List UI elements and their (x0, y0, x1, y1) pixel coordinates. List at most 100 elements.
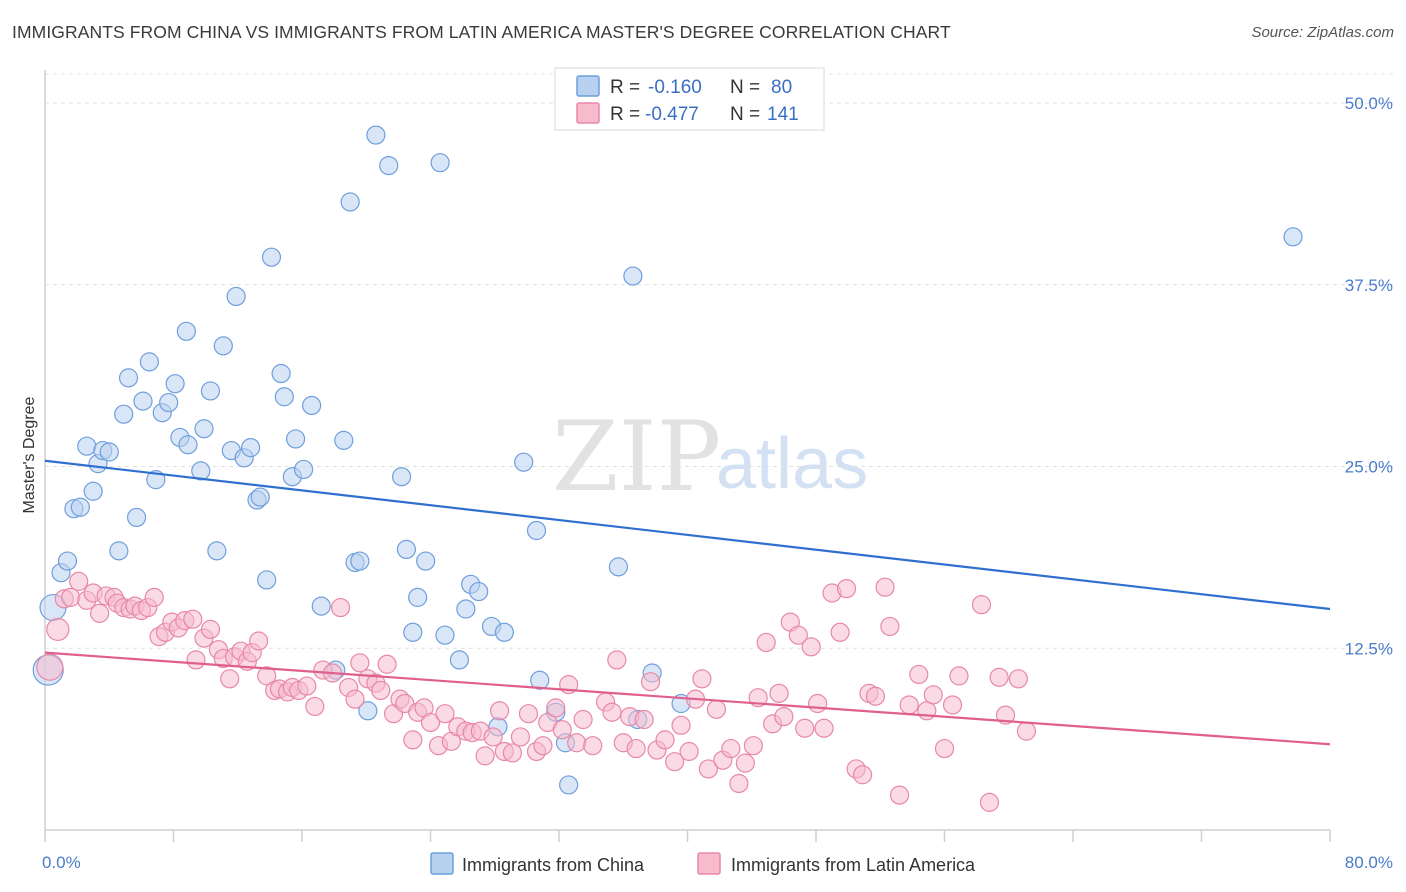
latam-point (330, 597, 351, 618)
china-point (200, 381, 221, 401)
trend-lines (44, 459, 1331, 746)
latam-point (774, 706, 794, 727)
china-point (83, 481, 103, 501)
china-point (530, 670, 550, 690)
latam-point (934, 738, 955, 759)
china-point (391, 467, 412, 487)
china-point (133, 391, 153, 411)
china-point (379, 155, 399, 176)
latam-point (1008, 669, 1028, 689)
legend-r-label-china: R = (610, 77, 640, 98)
watermark-zip: ZIP (552, 401, 721, 513)
china-point (250, 487, 270, 507)
latam-point (546, 698, 566, 718)
series-latam-points (36, 571, 1037, 812)
china-point (608, 557, 629, 577)
y-tick-labels: 12.5% 25.0% 37.5% 50.0% (1345, 94, 1393, 658)
china-point (1283, 227, 1303, 247)
latam-point (518, 704, 539, 724)
latam-point (875, 577, 895, 597)
latam-point (949, 666, 969, 686)
china-point (57, 551, 78, 571)
latam-point (769, 683, 789, 703)
latam-point (706, 699, 727, 719)
latam-point (923, 685, 943, 705)
china-point (559, 775, 579, 795)
latam-point (665, 752, 685, 772)
latam-point (502, 743, 523, 763)
latam-point (917, 701, 937, 721)
china-point (416, 551, 436, 571)
latam-point (483, 727, 503, 747)
china-point (194, 419, 214, 439)
latam-point (814, 718, 834, 738)
legend-swatch-china (576, 75, 600, 97)
y-tick-label: 37.5% (1345, 276, 1393, 295)
latam-point (795, 718, 815, 738)
latam-point (852, 765, 873, 785)
grid-layer (45, 73, 1395, 649)
latam-point (634, 709, 654, 730)
latam-point (567, 733, 587, 753)
latam-point (942, 695, 963, 715)
latam-point (220, 669, 240, 689)
legend-n-label-china: N = (730, 77, 760, 98)
latam-point (836, 579, 857, 599)
china-point (213, 336, 233, 356)
bottom-legend-label-latam: Immigrants from Latin America (731, 855, 976, 875)
china-point (302, 395, 322, 416)
china-point (118, 368, 139, 388)
latam-point (61, 587, 81, 607)
latam-point (420, 712, 441, 733)
legend-swatch-latam (576, 102, 600, 124)
latam-point (909, 664, 929, 685)
latam-point (583, 736, 603, 756)
latam-point (350, 653, 370, 673)
latam-point (144, 587, 164, 607)
bottom-legend-swatch-china (430, 852, 454, 875)
legend-r-value-china: -0.160 (648, 77, 702, 98)
latam-point (808, 693, 828, 714)
china-point (114, 404, 134, 424)
trend-line-latam (44, 651, 1331, 746)
china-point (261, 247, 282, 267)
china-point (514, 452, 534, 472)
latam-point (692, 669, 712, 689)
latam-point (46, 617, 70, 641)
china-point (396, 539, 417, 560)
chart-title: IMMIGRANTS FROM CHINA VS IMMIGRANTS FROM… (12, 22, 951, 42)
china-point (408, 587, 428, 607)
legend-r-label-latam: R = (610, 104, 640, 125)
china-point (207, 541, 227, 561)
legend-r-value-latam: -0.477 (645, 104, 699, 125)
china-point (494, 622, 514, 642)
bottom-legend-label-china: Immigrants from China (462, 855, 645, 875)
china-point (159, 392, 179, 413)
latam-point (510, 727, 531, 747)
china-point (271, 363, 291, 384)
legend-n-label-latam: N = (730, 104, 760, 125)
china-point (358, 701, 378, 721)
china-point (435, 625, 455, 645)
china-point (191, 461, 211, 481)
latam-point (90, 603, 110, 623)
y-tick-label: 25.0% (1345, 458, 1393, 477)
china-point (469, 581, 489, 602)
latam-point (671, 715, 691, 735)
latam-point (989, 667, 1009, 687)
latam-point (552, 720, 572, 740)
china-point (139, 352, 160, 372)
china-point (311, 596, 331, 616)
latam-point (249, 631, 269, 651)
latam-point (371, 680, 391, 701)
y-tick-label: 12.5% (1345, 639, 1393, 658)
latam-point (602, 702, 622, 722)
latam-point (200, 619, 221, 639)
latam-point (880, 616, 900, 637)
china-point (430, 153, 450, 173)
china-point (526, 520, 547, 541)
latam-point (830, 622, 850, 642)
latam-point (971, 595, 992, 615)
legend-n-value-china: 80 (771, 77, 792, 98)
